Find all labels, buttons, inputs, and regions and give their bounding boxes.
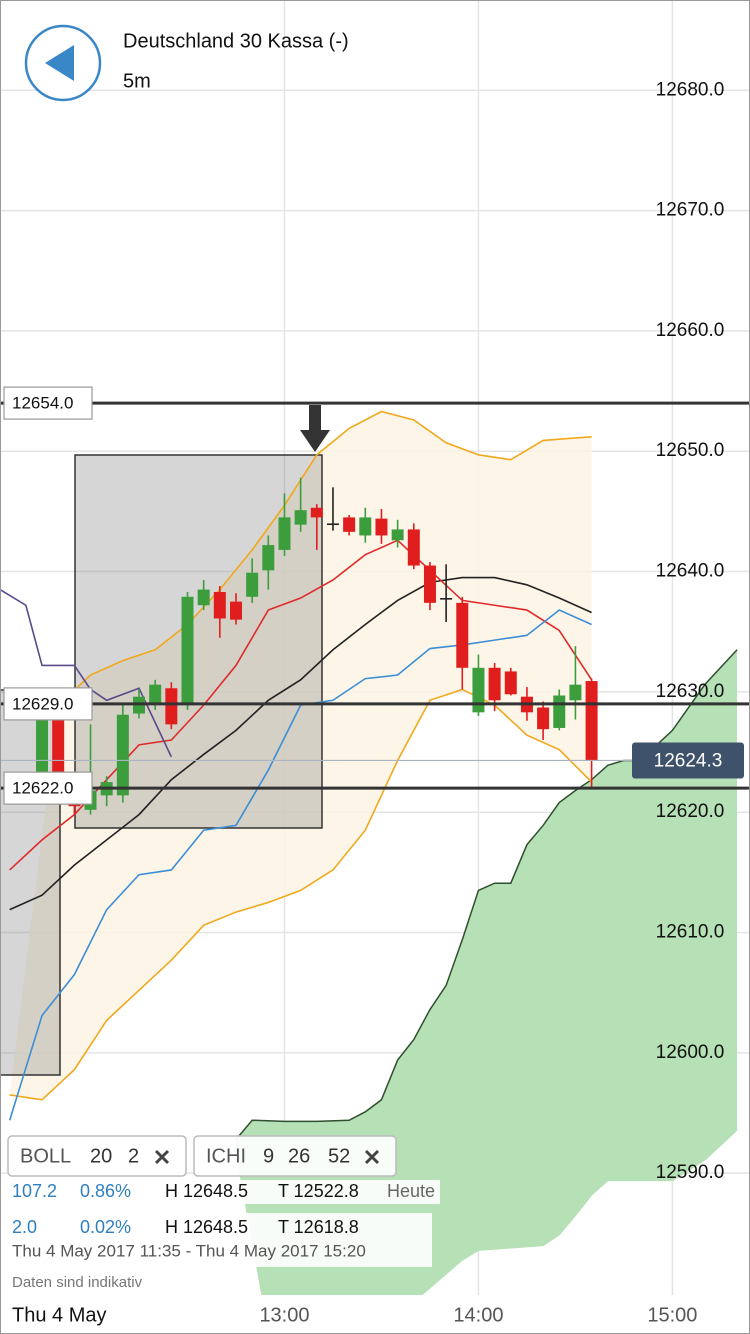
indicator-chip[interactable]: BOLL 20 2 [7, 1135, 187, 1177]
candle-body [391, 529, 404, 541]
y-tick-label: 12600.0 [656, 1042, 725, 1063]
cloud-span-a [235, 649, 738, 1140]
candle-body [537, 707, 550, 730]
y-tick-label: 12630.0 [656, 681, 725, 702]
candle-body [423, 565, 436, 603]
candle-body [52, 700, 65, 790]
x-tick-label: 13:00 [259, 1304, 309, 1326]
candle-body [36, 700, 49, 790]
x-date-label: Thu 4 May [12, 1304, 106, 1326]
interval: 5m [123, 70, 151, 92]
y-tick-label: 12680.0 [656, 79, 725, 100]
chip-close[interactable] [364, 1149, 380, 1165]
chip-box[interactable] [193, 1135, 397, 1177]
chip-name: ICHI [206, 1145, 246, 1167]
candle-body [343, 517, 356, 532]
candle-body [213, 592, 226, 619]
candle-body [246, 572, 259, 597]
y-tick-label: 12620.0 [656, 801, 725, 822]
candle-body [472, 667, 485, 713]
info-cell: T 12522.8 [278, 1181, 359, 1201]
chip-param: 26 [288, 1145, 310, 1167]
current-price-box [632, 742, 744, 779]
candle-body [310, 507, 323, 518]
level-label-box [3, 771, 93, 805]
info-cell: 107.2 [12, 1181, 57, 1201]
cloud-span-b [235, 1129, 738, 1295]
candle-body [326, 523, 339, 526]
indicator-line [9, 576, 592, 911]
y-tick-label: 12590.0 [656, 1162, 725, 1183]
indicator-chip[interactable]: ICHI 9 26 52 [193, 1135, 397, 1177]
y-tick-label: 12610.0 [656, 922, 725, 943]
chart-title: Deutschland 30 Kassa (-) [123, 30, 349, 52]
chip-name: BOLL [20, 1145, 71, 1167]
candle-body [278, 517, 291, 550]
candle-body [359, 517, 372, 536]
level-label: 12629.0 [12, 694, 73, 713]
level-label: 12622.0 [12, 779, 73, 798]
candle-body [553, 695, 566, 728]
info-cell: Heute [387, 1181, 435, 1201]
cloud-fill [235, 649, 738, 1295]
drawing-box [74, 454, 323, 829]
level-label-box [3, 386, 93, 420]
info-bg [6, 1213, 432, 1267]
level-label: 12654.0 [12, 394, 73, 413]
chip-param: 20 [90, 1145, 112, 1167]
info-range: Thu 4 May 2017 11:35 - Thu 4 May 2017 15… [12, 1241, 366, 1260]
candle-body [294, 510, 307, 525]
indicator-line [57, 410, 592, 706]
candle-body [407, 529, 420, 566]
info-cell: H 12648.5 [165, 1217, 248, 1237]
candle-body [440, 598, 453, 600]
arrow-annotation [300, 405, 330, 452]
x-tick-label: 15:00 [647, 1304, 697, 1326]
info-cell: H 12648.5 [165, 1181, 248, 1201]
x-tick-label: 14:00 [453, 1304, 503, 1326]
y-tick-label: 12650.0 [656, 440, 725, 461]
chip-box[interactable] [7, 1135, 187, 1177]
info-cell: 0.02% [80, 1217, 131, 1237]
candle-body [488, 667, 501, 701]
info-cell: 0.86% [80, 1181, 131, 1201]
candle-body [165, 688, 178, 725]
chip-param: 2 [128, 1145, 139, 1167]
candle-body [197, 589, 210, 606]
current-price-label: 12624.3 [654, 750, 723, 771]
candle-body [149, 684, 162, 704]
disclaimer: Daten sind indikativ [12, 1274, 143, 1291]
y-tick-label: 12640.0 [656, 561, 725, 582]
y-tick-label: 12660.0 [656, 320, 725, 341]
candle-body [262, 545, 275, 571]
candle-body [585, 681, 598, 761]
level-label-box [3, 687, 93, 721]
back-button-icon[interactable] [45, 45, 74, 81]
candle-body [229, 601, 242, 620]
info-cell: 2.0 [12, 1217, 37, 1237]
overlay: Deutschland 30 Kassa (-) 5m BOLL 20 2 ICHI 9 26… [6, 24, 697, 1326]
drawing-box [0, 689, 61, 1076]
info-bg [6, 1180, 440, 1204]
chip-param: 9 [263, 1145, 274, 1167]
chip-param: 52 [328, 1145, 350, 1167]
candle-body [569, 684, 582, 701]
back-button[interactable] [24, 24, 102, 102]
info-cell: T 12618.8 [278, 1217, 359, 1237]
y-tick-label: 12670.0 [656, 200, 725, 221]
chip-close[interactable] [154, 1149, 170, 1165]
indicator-line [0, 588, 173, 758]
candle-body [181, 596, 194, 706]
candle-body [116, 714, 129, 796]
candle-body [504, 671, 517, 695]
candle-body [375, 518, 388, 536]
candle-body [456, 602, 469, 668]
